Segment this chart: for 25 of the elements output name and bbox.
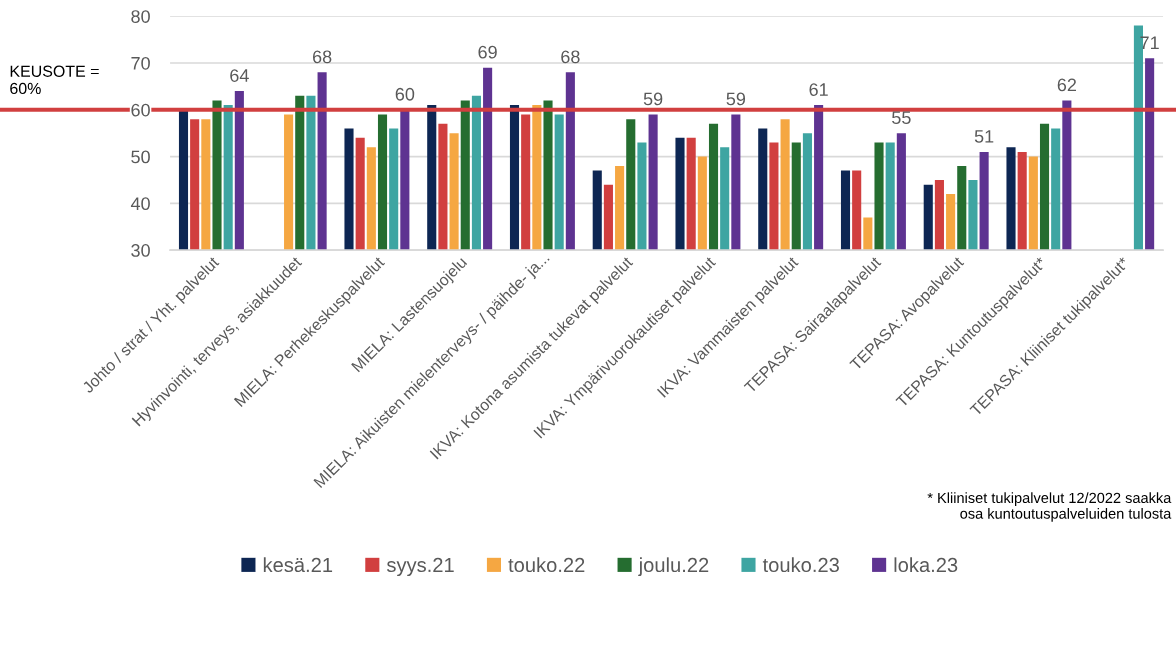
data-label: 51 — [974, 130, 994, 143]
legend-label: kesä.21 — [263, 557, 333, 573]
data-label: 68 — [561, 50, 580, 64]
ref-line-label: KEUSOTE = 60% — [10, 65, 99, 95]
data-label: 55 — [892, 111, 911, 125]
legend-label: touko.23 — [762, 557, 839, 573]
data-label: 59 — [643, 92, 663, 106]
y-tick-label: 60 — [131, 103, 150, 117]
text: * Kliiniset tukipalvelut 12/2022 saakka osa kuntoutuspalveluiden tulosta — [927, 492, 1172, 522]
data-label: 60 — [395, 87, 415, 101]
legend-label: syys.21 — [386, 557, 454, 577]
data-label: 59 — [726, 92, 746, 106]
legend-label: joulu.22 — [638, 557, 709, 577]
y-tick-label: 50 — [131, 150, 150, 164]
y-tick-label: 80 — [131, 10, 150, 23]
legend-label: loka.23 — [894, 557, 958, 573]
y-tick-label: 70 — [131, 56, 150, 70]
data-label: 68 — [312, 50, 332, 64]
y-tick-label: 30 — [131, 244, 150, 257]
y-tick-label: 40 — [130, 197, 150, 211]
data-label: 62 — [1057, 78, 1076, 92]
data-label: 64 — [230, 69, 249, 82]
data-label: 61 — [809, 83, 828, 96]
legend-label: touko.22 — [508, 557, 585, 573]
data-label: 69 — [478, 45, 497, 59]
